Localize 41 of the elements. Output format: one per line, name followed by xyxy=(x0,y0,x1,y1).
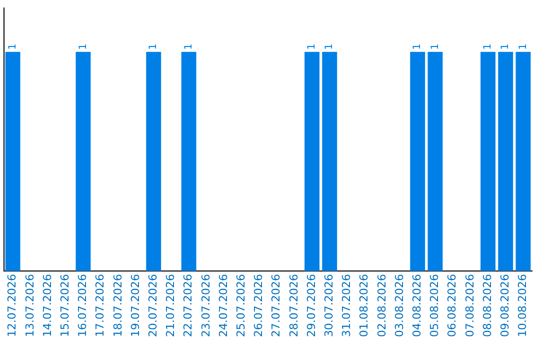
x-tick-label: 28.07.2026 xyxy=(287,274,300,338)
x-tick-label: 15.07.2026 xyxy=(58,274,72,338)
x-tick-label: 20.07.2026 xyxy=(146,274,160,338)
x-tick-label: 06.08.2026 xyxy=(446,274,459,338)
x-tick-label: 19.07.2026 xyxy=(128,274,142,338)
data-label: 1 xyxy=(148,43,160,50)
data-label: 1 xyxy=(430,43,441,50)
data-label: 1 xyxy=(324,43,336,50)
x-tick-label: 02.08.2026 xyxy=(375,274,388,338)
x-tick-label: 17.07.2026 xyxy=(94,274,107,338)
x-tick-label: 13.07.2026 xyxy=(23,274,36,338)
x-tick-label: 25.07.2026 xyxy=(234,274,248,338)
x-tick-label: 04.08.2026 xyxy=(410,274,424,338)
x-tick-label: 05.08.2026 xyxy=(428,274,442,338)
data-label: 1 xyxy=(500,43,512,50)
data-label: 1 xyxy=(183,43,194,50)
x-tick-label: 24.07.2026 xyxy=(216,274,230,338)
x-tick-label: 09.08.2026 xyxy=(498,274,512,338)
x-tick-label: 12.07.2026 xyxy=(6,274,19,338)
x-tick-label: 21.07.2026 xyxy=(164,274,178,338)
x-tick-label: 26.07.2026 xyxy=(252,274,266,338)
x-tick-label: 23.07.2026 xyxy=(199,274,212,338)
x-tick-label: 16.07.2026 xyxy=(76,274,90,338)
x-tick-label: 08.08.2026 xyxy=(480,274,494,338)
data-label: 1 xyxy=(306,43,318,50)
x-tick-label: 07.08.2026 xyxy=(463,274,476,338)
data-label: 1 xyxy=(482,43,494,50)
data-label: 1 xyxy=(7,43,18,50)
x-tick-label: 03.08.2026 xyxy=(392,274,406,338)
data-label: 1 xyxy=(518,43,529,50)
data-label: 1 xyxy=(412,43,424,50)
data-label: 1 xyxy=(78,43,89,50)
x-tick-label: 30.07.2026 xyxy=(322,274,336,338)
x-tick-label: 27.07.2026 xyxy=(270,274,283,338)
x-tick-label: 10.08.2026 xyxy=(516,274,530,338)
x-tick-label: 29.07.2026 xyxy=(304,274,318,338)
x-tick-label: 31.07.2026 xyxy=(340,274,354,338)
x-tick-label: 14.07.2026 xyxy=(40,274,54,338)
x-tick-label: 18.07.2026 xyxy=(111,274,124,338)
x-tick-label: 01.08.2026 xyxy=(358,274,371,338)
x-tick-label: 22.07.2026 xyxy=(182,274,195,338)
